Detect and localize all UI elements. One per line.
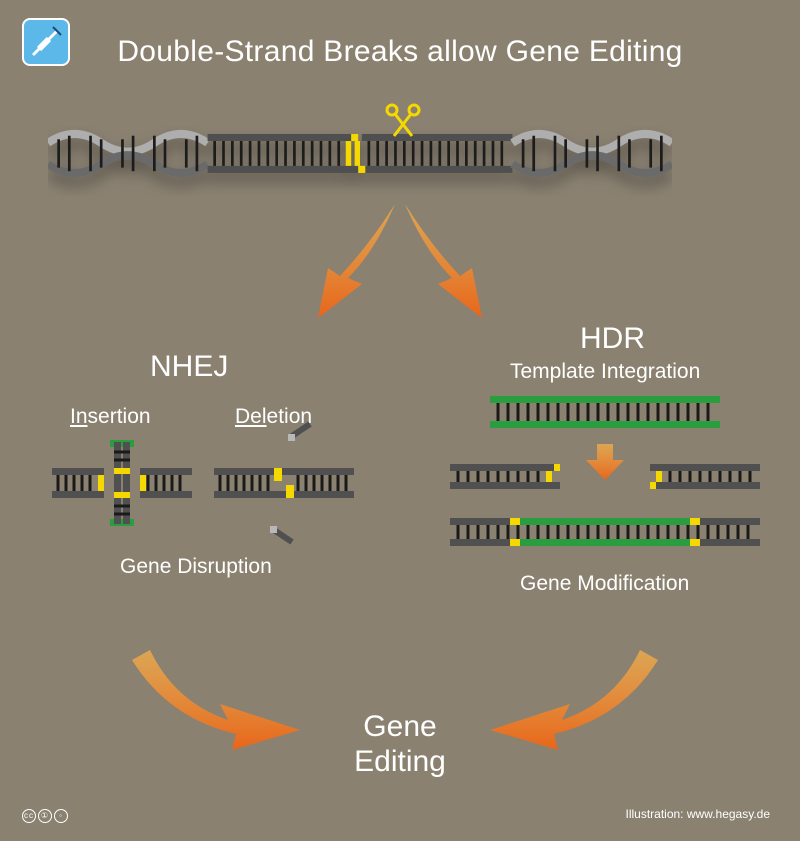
nhej-heading: NHEJ [150, 350, 228, 384]
right-converge-arrow [470, 640, 670, 750]
gene-editing-label: Gene Editing [320, 710, 480, 779]
credit-text: Illustration: www.hegasy.de [625, 807, 770, 821]
hdr-broken-dna [450, 452, 760, 496]
scissors-icon [380, 100, 426, 140]
hdr-template-dna [490, 388, 720, 436]
gene-modification-label: Gene Modification [520, 572, 689, 596]
hdr-result-dna [450, 508, 760, 556]
nhej-deletion-dna [214, 418, 364, 548]
template-integration-label: Template Integration [510, 360, 700, 384]
split-arrows [300, 196, 500, 326]
left-converge-arrow [120, 640, 320, 750]
page-title: Double-Strand Breaks allow Gene Editing [0, 35, 800, 69]
insertion-label: Insertion [70, 405, 151, 429]
dna-helix-main [48, 118, 672, 196]
gene-disruption-label: Gene Disruption [120, 555, 272, 579]
hdr-heading: HDR [580, 322, 645, 356]
nhej-insertion-dna [52, 428, 192, 538]
cc-badges: cc①◦ [22, 805, 70, 823]
